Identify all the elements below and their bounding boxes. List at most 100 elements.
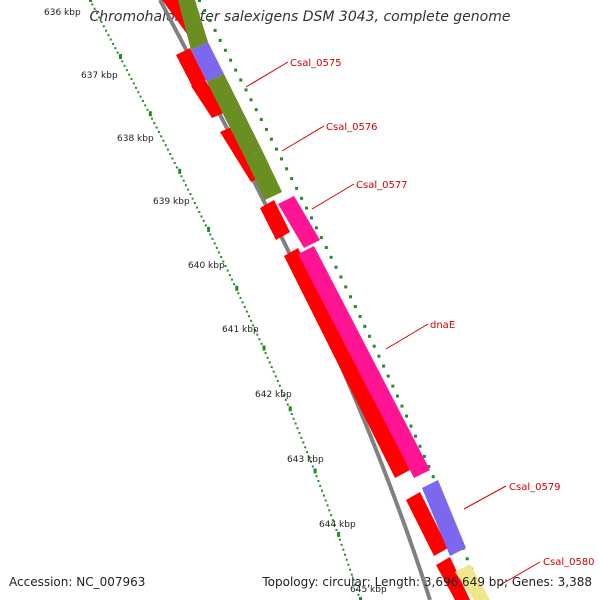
ruler-minor-tick bbox=[276, 380, 279, 383]
ruler-minor-tick bbox=[245, 310, 248, 313]
ruler-minor-tick bbox=[278, 384, 281, 387]
ruler-minor-tick bbox=[317, 480, 320, 482]
feature-magenta[interactable] bbox=[278, 196, 320, 248]
ruler-label: 640 kbp bbox=[188, 261, 225, 271]
ruler-minor-tick bbox=[330, 514, 333, 517]
ruler-minor-tick bbox=[209, 233, 212, 236]
ruler-minor-tick bbox=[357, 593, 360, 596]
ruler-minor-tick bbox=[340, 543, 343, 546]
outer-ruler-tick bbox=[319, 236, 323, 240]
feature-olive[interactable] bbox=[178, 0, 208, 50]
ruler-minor-tick bbox=[248, 315, 250, 318]
ruler-minor-tick bbox=[224, 265, 227, 267]
ruler-minor-tick bbox=[344, 553, 346, 556]
ruler-minor-tick bbox=[121, 60, 124, 63]
outer-ruler-tick bbox=[269, 137, 273, 141]
outer-ruler-tick bbox=[395, 394, 399, 398]
ruler-label: 636 kbp bbox=[44, 8, 81, 18]
ruler-minor-tick bbox=[164, 144, 167, 147]
cds-segment[interactable] bbox=[406, 492, 448, 556]
feature-pale-yellow[interactable] bbox=[455, 564, 490, 600]
ruler-minor-tick bbox=[139, 95, 142, 98]
ruler-major-tick bbox=[89, 0, 92, 2]
ruler-minor-tick bbox=[109, 38, 112, 41]
outer-ruler-tick bbox=[275, 147, 278, 151]
gene-label[interactable]: Csal_0577 bbox=[356, 180, 408, 191]
ruler-label: 641 kbp bbox=[222, 325, 259, 335]
ruler-minor-tick bbox=[130, 78, 133, 80]
outer-ruler-tick bbox=[324, 246, 328, 249]
outer-ruler-tick bbox=[400, 404, 404, 408]
cds-segment[interactable] bbox=[191, 80, 226, 118]
ruler-minor-tick bbox=[155, 126, 158, 129]
ruler-minor-tick bbox=[290, 413, 293, 415]
ruler-minor-tick bbox=[228, 274, 231, 277]
accession-text: Accession: NC_007963 bbox=[9, 575, 146, 589]
gene-label[interactable]: Csal_0580 bbox=[543, 557, 595, 568]
ruler-minor-tick bbox=[268, 361, 271, 364]
ruler-minor-tick bbox=[243, 306, 246, 308]
ruler-minor-tick bbox=[100, 20, 103, 23]
feature-violet[interactable] bbox=[422, 480, 466, 556]
outer-ruler-tick bbox=[339, 275, 343, 279]
ruler-minor-tick bbox=[237, 292, 240, 295]
ruler-minor-tick bbox=[319, 484, 322, 487]
gene-label[interactable]: Csal_0576 bbox=[326, 122, 378, 133]
feature-track bbox=[178, 0, 490, 600]
outer-ruler-tick bbox=[295, 186, 299, 190]
gene-label[interactable]: Csal_0575 bbox=[290, 58, 342, 69]
ruler-minor-tick bbox=[215, 246, 218, 249]
ruler-minor-tick bbox=[270, 366, 273, 369]
feature-olive[interactable] bbox=[207, 74, 262, 158]
outer-ruler-tick bbox=[213, 28, 217, 32]
ruler-minor-tick bbox=[352, 578, 355, 581]
ruler-minor-tick bbox=[338, 538, 341, 541]
outer-ruler-tick bbox=[344, 285, 348, 289]
outer-ruler-tick bbox=[300, 196, 304, 200]
ruler-minor-tick bbox=[354, 583, 357, 586]
ruler-minor-tick bbox=[328, 509, 331, 512]
ruler-minor-tick bbox=[137, 91, 140, 94]
genome-summary: Topology: circular; Length: 3,696,649 bp… bbox=[262, 575, 592, 589]
ruler-minor-tick bbox=[284, 398, 287, 401]
ruler-minor-tick bbox=[132, 82, 135, 85]
ruler-minor-tick bbox=[157, 130, 160, 133]
ruler-minor-tick bbox=[211, 237, 214, 240]
outer-ruler-tick bbox=[329, 255, 333, 259]
cds-segment[interactable] bbox=[436, 557, 470, 600]
ruler-minor-tick bbox=[173, 161, 176, 164]
outer-ruler-tick bbox=[418, 444, 422, 448]
ruler-minor-tick bbox=[345, 558, 348, 561]
ruler-minor-tick bbox=[322, 494, 325, 497]
ruler-label: 644 kbp bbox=[319, 520, 356, 530]
feature-violet[interactable] bbox=[191, 42, 224, 82]
cds-segment[interactable] bbox=[284, 248, 410, 478]
outer-ruler-tick bbox=[223, 48, 227, 52]
ruler-minor-tick bbox=[335, 528, 338, 531]
ruler-minor-tick bbox=[286, 403, 289, 406]
outer-ruler-tick bbox=[372, 344, 376, 348]
ruler-minor-tick bbox=[141, 100, 144, 102]
ruler-minor-tick bbox=[294, 422, 297, 425]
ruler-minor-tick bbox=[298, 432, 301, 434]
ruler-minor-tick bbox=[146, 108, 149, 111]
ruler-minor-tick bbox=[264, 352, 267, 355]
feature-olive[interactable] bbox=[245, 150, 282, 200]
outer-ruler-tick bbox=[239, 78, 243, 82]
outer-ruler-tick bbox=[427, 465, 431, 468]
ruler-label: 645 kbp bbox=[350, 585, 387, 595]
outer-ruler-tick bbox=[368, 334, 371, 338]
cds-segment[interactable] bbox=[260, 200, 290, 240]
ruler-minor-tick bbox=[125, 69, 128, 72]
outer-ruler-tick bbox=[285, 167, 289, 171]
gene-label[interactable]: dnaE bbox=[430, 320, 455, 331]
ruler-minor-tick bbox=[239, 296, 242, 299]
outer-ruler-tick bbox=[405, 414, 408, 418]
outer-ruler-tick bbox=[431, 475, 435, 479]
cds-segment[interactable] bbox=[176, 48, 206, 86]
gene-label[interactable]: Csal_0579 bbox=[509, 482, 561, 493]
feature-magenta[interactable] bbox=[298, 246, 430, 478]
ruler-minor-tick bbox=[116, 51, 119, 54]
ruler-minor-tick bbox=[282, 394, 285, 397]
